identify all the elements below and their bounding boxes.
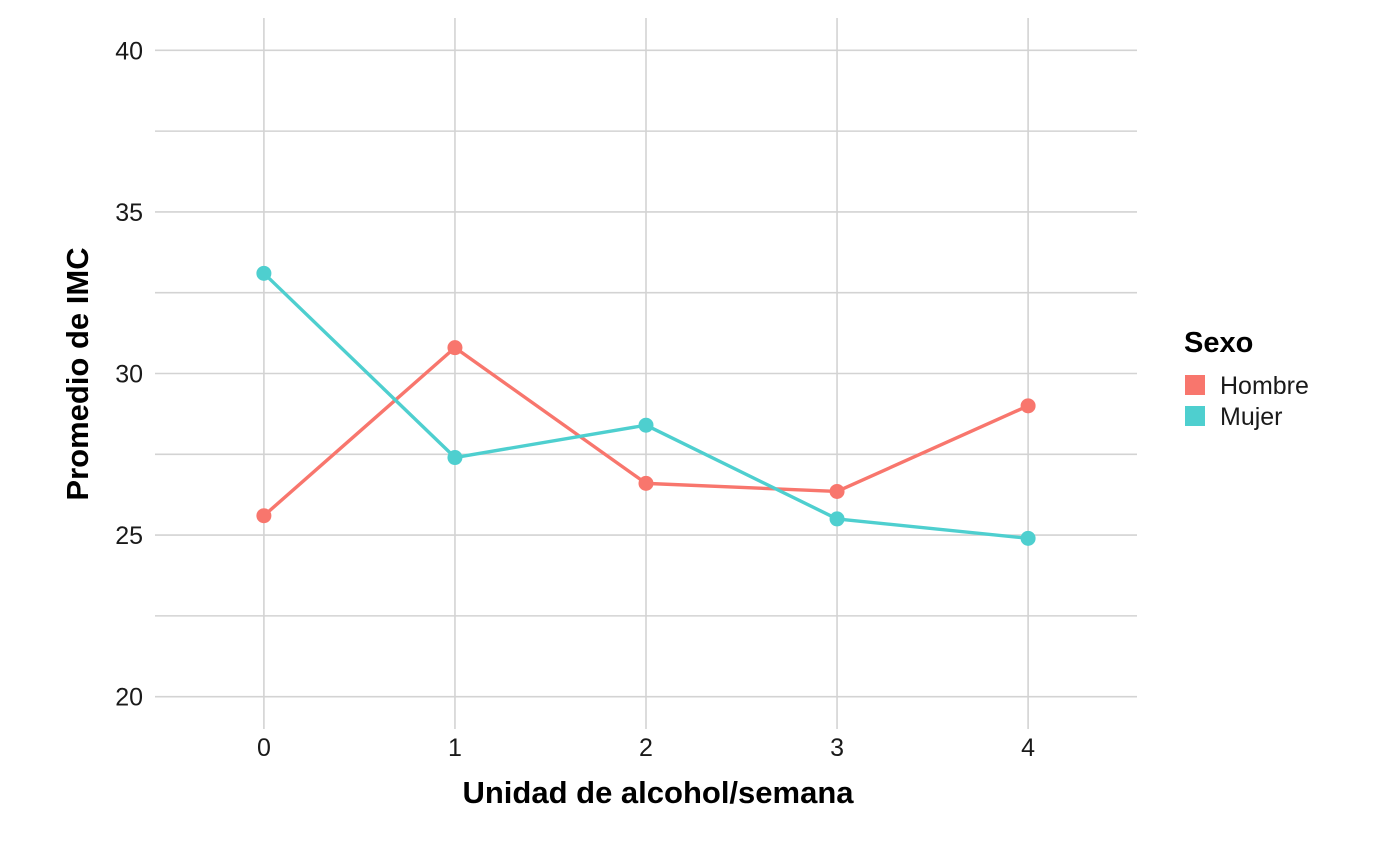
legend-label-hombre: Hombre [1220, 372, 1309, 400]
x-tick-label: 1 [448, 734, 462, 762]
data-point-mujer [256, 265, 272, 281]
data-point-hombre [638, 475, 654, 491]
legend-swatch-hombre [1185, 375, 1205, 395]
data-point-mujer [1020, 530, 1036, 546]
y-axis-ticks: 20 25 30 35 40 [115, 37, 143, 711]
series-group [256, 265, 1036, 546]
data-point-hombre [256, 508, 272, 524]
y-tick-label: 20 [115, 684, 143, 712]
legend-label-mujer: Mujer [1220, 403, 1283, 431]
x-axis-title: Unidad de alcohol/semana [462, 775, 854, 810]
y-tick-label: 25 [115, 522, 143, 550]
x-tick-label: 0 [257, 734, 271, 762]
x-tick-label: 4 [1021, 734, 1035, 762]
data-point-hombre [829, 483, 845, 499]
legend-title: Sexo [1184, 327, 1253, 359]
data-point-mujer [829, 511, 845, 527]
grid [155, 18, 1137, 729]
y-axis-title: Promedio de IMC [60, 247, 95, 500]
x-tick-label: 2 [639, 734, 653, 762]
data-point-mujer [638, 417, 654, 433]
y-tick-label: 35 [115, 199, 143, 227]
legend-items: Hombre Mujer [1185, 372, 1309, 431]
data-point-hombre [1020, 398, 1036, 414]
x-axis-ticks: 0 1 2 3 4 [257, 734, 1035, 762]
x-tick-label: 3 [830, 734, 844, 762]
legend: Sexo Hombre Mujer [1184, 327, 1309, 431]
y-tick-label: 30 [115, 361, 143, 389]
legend-swatch-mujer [1185, 406, 1205, 426]
y-tick-label: 40 [115, 37, 143, 65]
data-point-mujer [447, 450, 463, 466]
data-point-hombre [447, 340, 463, 356]
